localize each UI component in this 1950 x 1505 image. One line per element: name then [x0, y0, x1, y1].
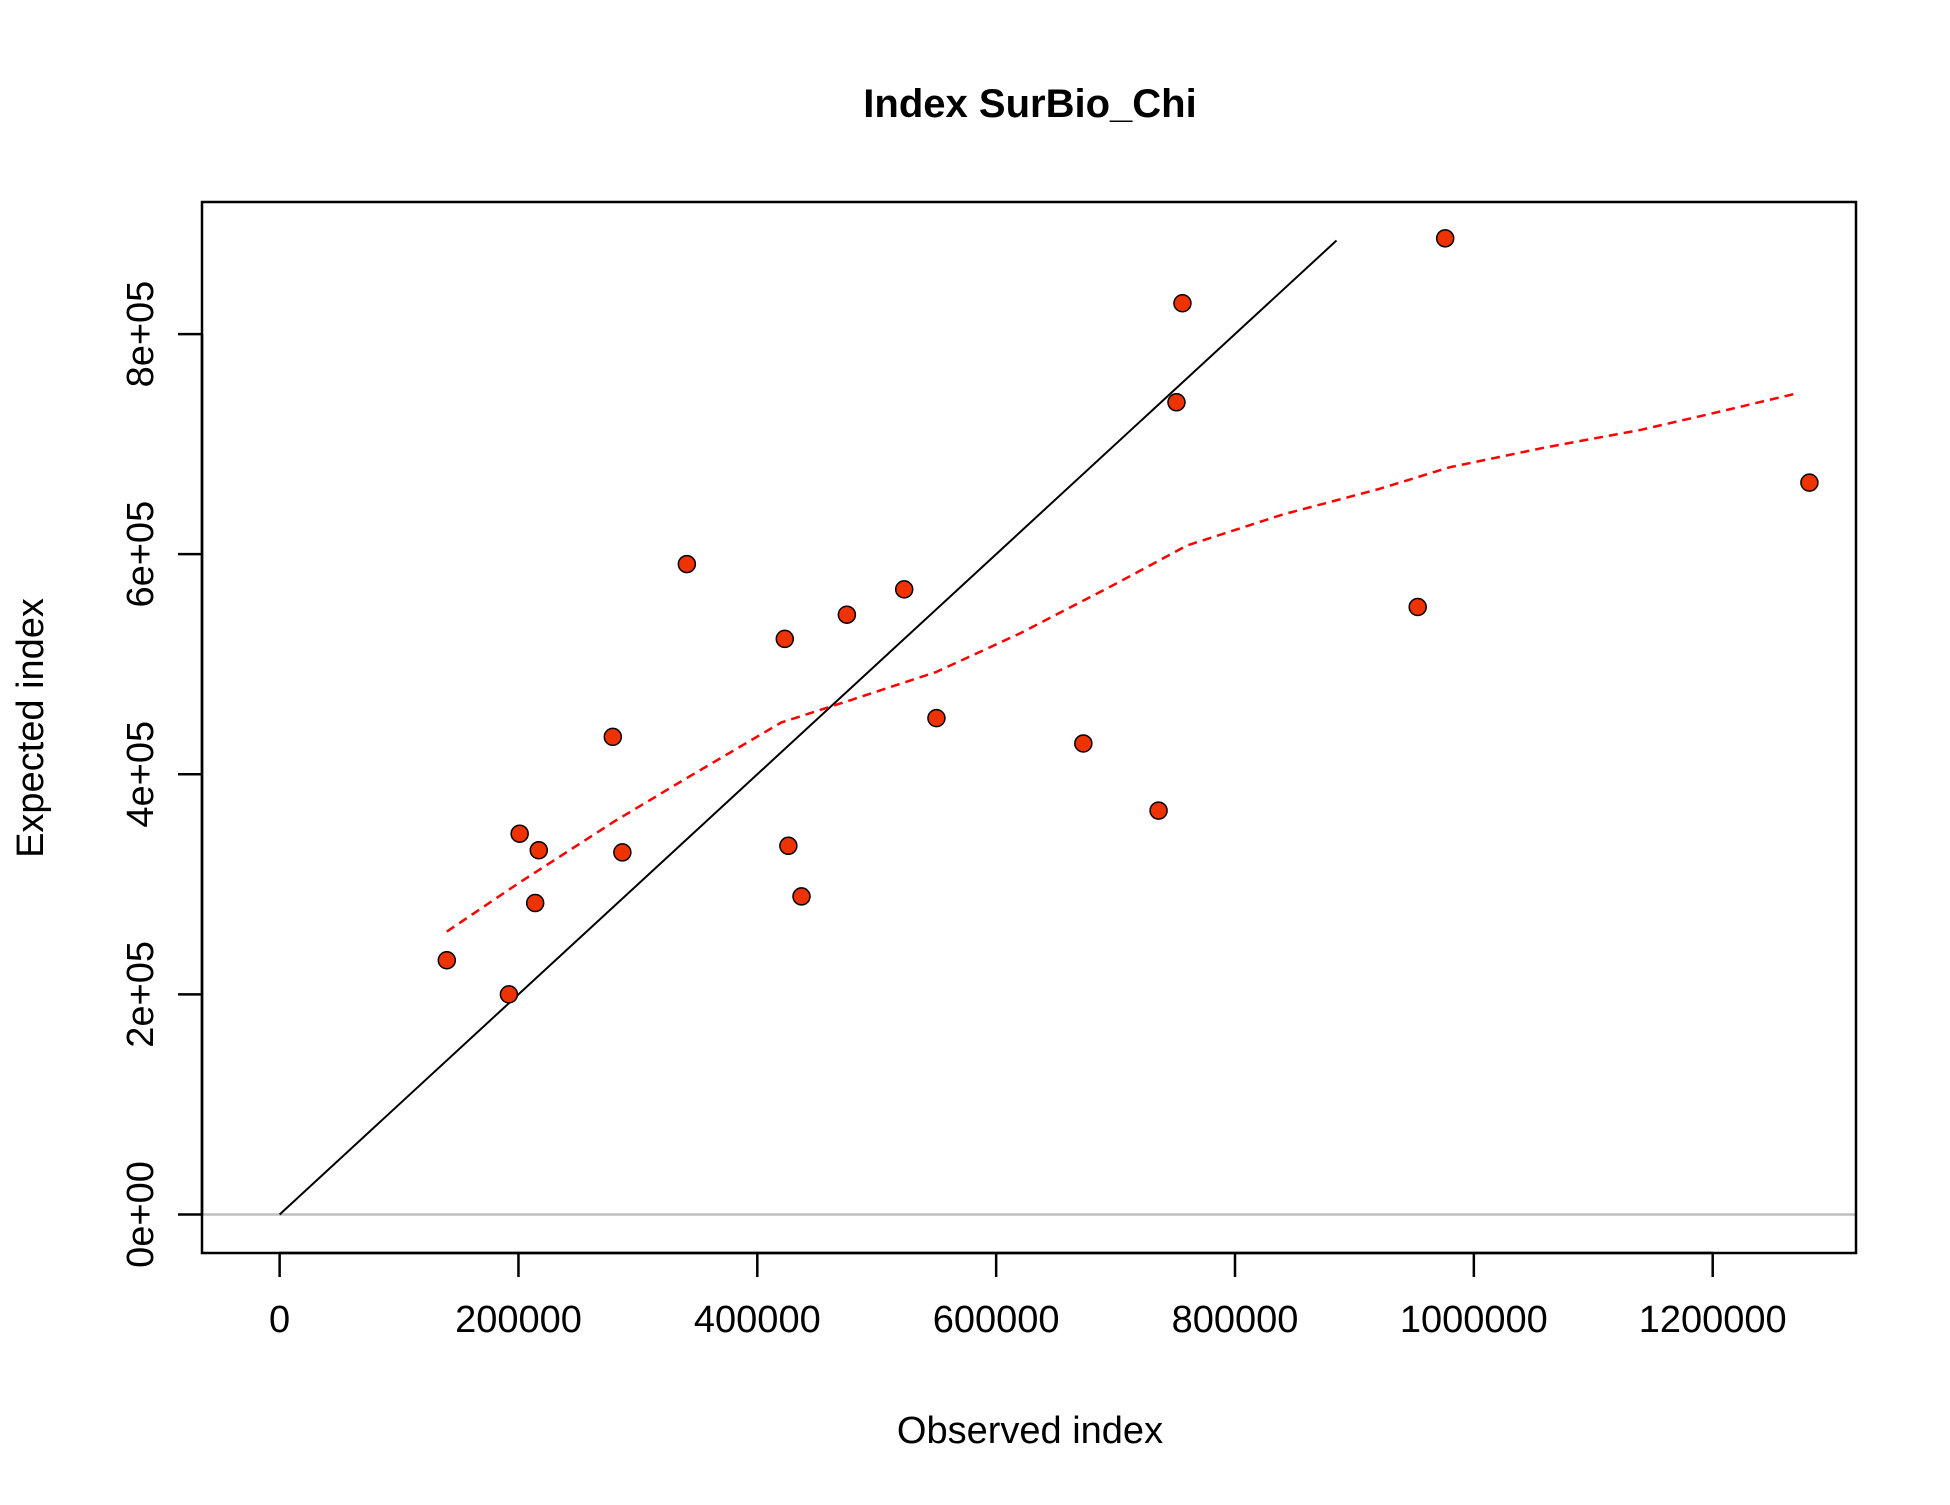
data-point	[779, 836, 798, 856]
x-tick-label: 600000	[933, 1299, 1060, 1341]
plot-frame	[200, 200, 1858, 1255]
data-point	[775, 629, 795, 649]
y-tick-label: 0e+00	[120, 1161, 162, 1268]
data-point	[1167, 393, 1186, 412]
data-point	[837, 605, 857, 624]
data-point	[1074, 734, 1093, 753]
data-point	[437, 951, 457, 970]
data-point	[525, 893, 545, 913]
data-point	[1149, 801, 1168, 820]
data-point	[1408, 597, 1427, 617]
data-point	[510, 824, 529, 843]
data-point	[894, 580, 914, 599]
y-tick-label: 4e+05	[120, 721, 162, 828]
x-tick-label: 800000	[1172, 1299, 1299, 1341]
smoothed-trend-line	[446, 392, 1797, 933]
data-point	[792, 887, 811, 906]
chart-title: Index SurBio_Chi	[863, 82, 1196, 126]
y-tick-label: 8e+05	[120, 281, 162, 388]
y-tick-label: 2e+05	[120, 941, 162, 1048]
data-point	[677, 554, 697, 574]
x-tick-label: 200000	[455, 1299, 582, 1341]
data-point	[613, 843, 632, 862]
y-tick-label: 6e+05	[120, 501, 162, 608]
x-tick-label: 0	[269, 1299, 290, 1341]
identity-line	[278, 239, 1338, 1216]
x-tick-label: 400000	[694, 1299, 821, 1341]
data-point	[1435, 229, 1455, 248]
data-point	[1800, 473, 1819, 492]
plot-area: 0 200000 400000 600000 800000 1000000 1200000 0…	[120, 200, 1858, 1341]
x-axis-label: Observed index	[897, 1410, 1163, 1452]
x-tick-label: 1000000	[1400, 1299, 1548, 1341]
y-axis-label: Expected index	[10, 598, 52, 858]
x-tick-label: 1200000	[1639, 1299, 1787, 1341]
data-point	[499, 985, 519, 1004]
data-point	[927, 708, 946, 728]
data-point	[529, 840, 549, 860]
data-point	[603, 727, 623, 747]
data-point	[1173, 293, 1192, 313]
